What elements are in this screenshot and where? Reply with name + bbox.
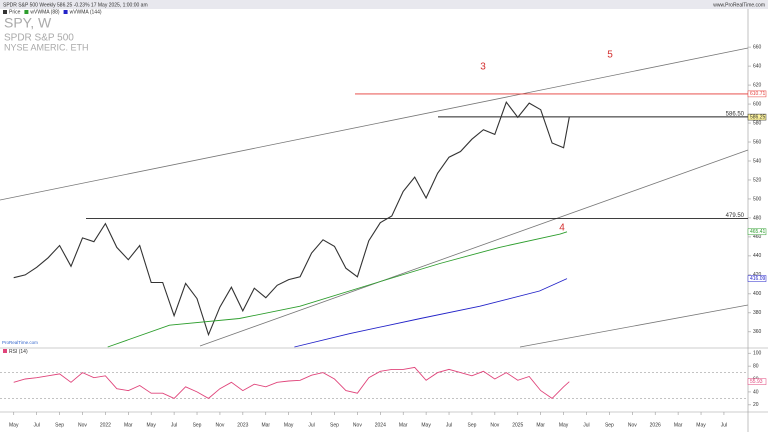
chart-title: SPY, W <box>4 15 52 31</box>
x-tick-label: Jul <box>33 422 39 428</box>
legend-label: wVWMA (88) <box>30 10 60 16</box>
series-line <box>107 231 568 348</box>
y-tick-label: 80 <box>753 363 759 369</box>
legend-label: Price <box>9 10 21 16</box>
axis-marker-text: 586.25 <box>750 114 766 120</box>
x-tick-label: Mar <box>261 422 270 428</box>
axis-marker-text: 610.71 <box>750 91 766 97</box>
trend-line <box>0 47 749 201</box>
y-tick-label: 580 <box>753 120 762 126</box>
x-tick-label: 2022 <box>100 422 111 428</box>
line-label: 479.50 <box>726 213 745 219</box>
exchange: NYSE AMERIC. ETH <box>4 42 89 52</box>
legend-swatch <box>3 10 7 14</box>
y-tick-label: 640 <box>753 63 762 69</box>
y-tick-label: 600 <box>753 101 762 107</box>
x-tick-label: Sep <box>55 422 64 428</box>
x-tick-label: Sep <box>330 422 339 428</box>
trend-line <box>199 149 749 347</box>
y-tick-label: 420 <box>753 272 762 278</box>
x-tick-label: 2025 <box>512 422 523 428</box>
x-tick-label: Jul <box>171 422 177 428</box>
y-tick-label: 20 <box>753 402 759 408</box>
x-tick-label: May <box>146 422 156 428</box>
subtitle: SPDR S&P 500 <box>4 33 74 44</box>
axis-marker <box>747 113 767 121</box>
y-tick-label: 540 <box>753 158 762 164</box>
x-tick-label: Sep <box>193 422 202 428</box>
y-tick-label: 620 <box>753 82 762 88</box>
legend-swatch <box>3 349 7 353</box>
legend-swatch <box>63 10 68 14</box>
trend-line <box>519 304 749 348</box>
x-tick-label: 2023 <box>237 422 248 428</box>
x-tick-label: May <box>421 422 431 428</box>
y-tick-label: 560 <box>753 139 762 145</box>
y-tick-label: 460 <box>753 234 762 240</box>
x-tick-label: Jul <box>308 422 314 428</box>
x-tick-label: Mar <box>124 422 133 428</box>
y-tick-label: 480 <box>753 215 762 221</box>
site-text: www.ProRealTime.com <box>713 2 765 8</box>
x-tick-label: Jul <box>721 422 727 428</box>
watermark: ProRealTime.com <box>2 340 38 345</box>
axis-marker-text: 465.41 <box>750 229 766 235</box>
x-tick-label: 2026 <box>650 422 661 428</box>
x-tick-label: Nov <box>78 422 87 428</box>
series-line <box>294 278 568 348</box>
x-tick-label: May <box>9 422 19 428</box>
axis-marker <box>747 378 767 385</box>
header-text: SPDR S&P 500 Weekly 586.25 -0.23% 17 May… <box>3 2 148 8</box>
x-tick-label: Sep <box>605 422 614 428</box>
legend-label: wVWMA (144) <box>70 10 102 16</box>
x-tick-label: Nov <box>215 422 224 428</box>
line-label: 586.50 <box>726 111 745 117</box>
wave-label: 4 <box>559 223 565 234</box>
y-tick-label: 440 <box>753 253 762 259</box>
series-line <box>13 366 570 399</box>
x-tick-label: May <box>559 422 569 428</box>
x-tick-label: 2024 <box>375 422 386 428</box>
axis-marker-text: 416.09 <box>750 276 766 282</box>
y-tick-label: 360 <box>753 329 762 335</box>
x-tick-label: Mar <box>536 422 545 428</box>
header-bar <box>0 0 768 9</box>
x-tick-label: Nov <box>628 422 637 428</box>
axis-marker <box>747 228 767 236</box>
axis-marker <box>747 275 767 282</box>
x-tick-label: Jul <box>446 422 452 428</box>
y-tick-label: 380 <box>753 310 762 316</box>
wave-label: 3 <box>480 62 486 73</box>
axis-marker <box>747 90 767 98</box>
x-tick-label: Jul <box>583 422 589 428</box>
y-tick-label: 400 <box>753 291 762 297</box>
legend-swatch <box>24 10 29 14</box>
series-line <box>13 101 570 337</box>
rsi-title: RSI (14) <box>9 349 28 355</box>
x-tick-label: May <box>284 422 294 428</box>
y-tick-label: 520 <box>753 177 762 183</box>
y-tick-label: 100 <box>753 351 762 357</box>
x-tick-label: May <box>696 422 706 428</box>
x-tick-label: Nov <box>353 422 362 428</box>
x-tick-label: Nov <box>490 422 499 428</box>
x-tick-label: Mar <box>399 422 408 428</box>
x-tick-label: Sep <box>467 422 476 428</box>
y-tick-label: 500 <box>753 196 762 202</box>
x-tick-label: Mar <box>674 422 683 428</box>
y-tick-label: 660 <box>753 44 762 50</box>
y-tick-label: 40 <box>753 389 759 395</box>
wave-label: 5 <box>607 50 613 61</box>
axis-marker-text: 55.93 <box>750 379 763 385</box>
